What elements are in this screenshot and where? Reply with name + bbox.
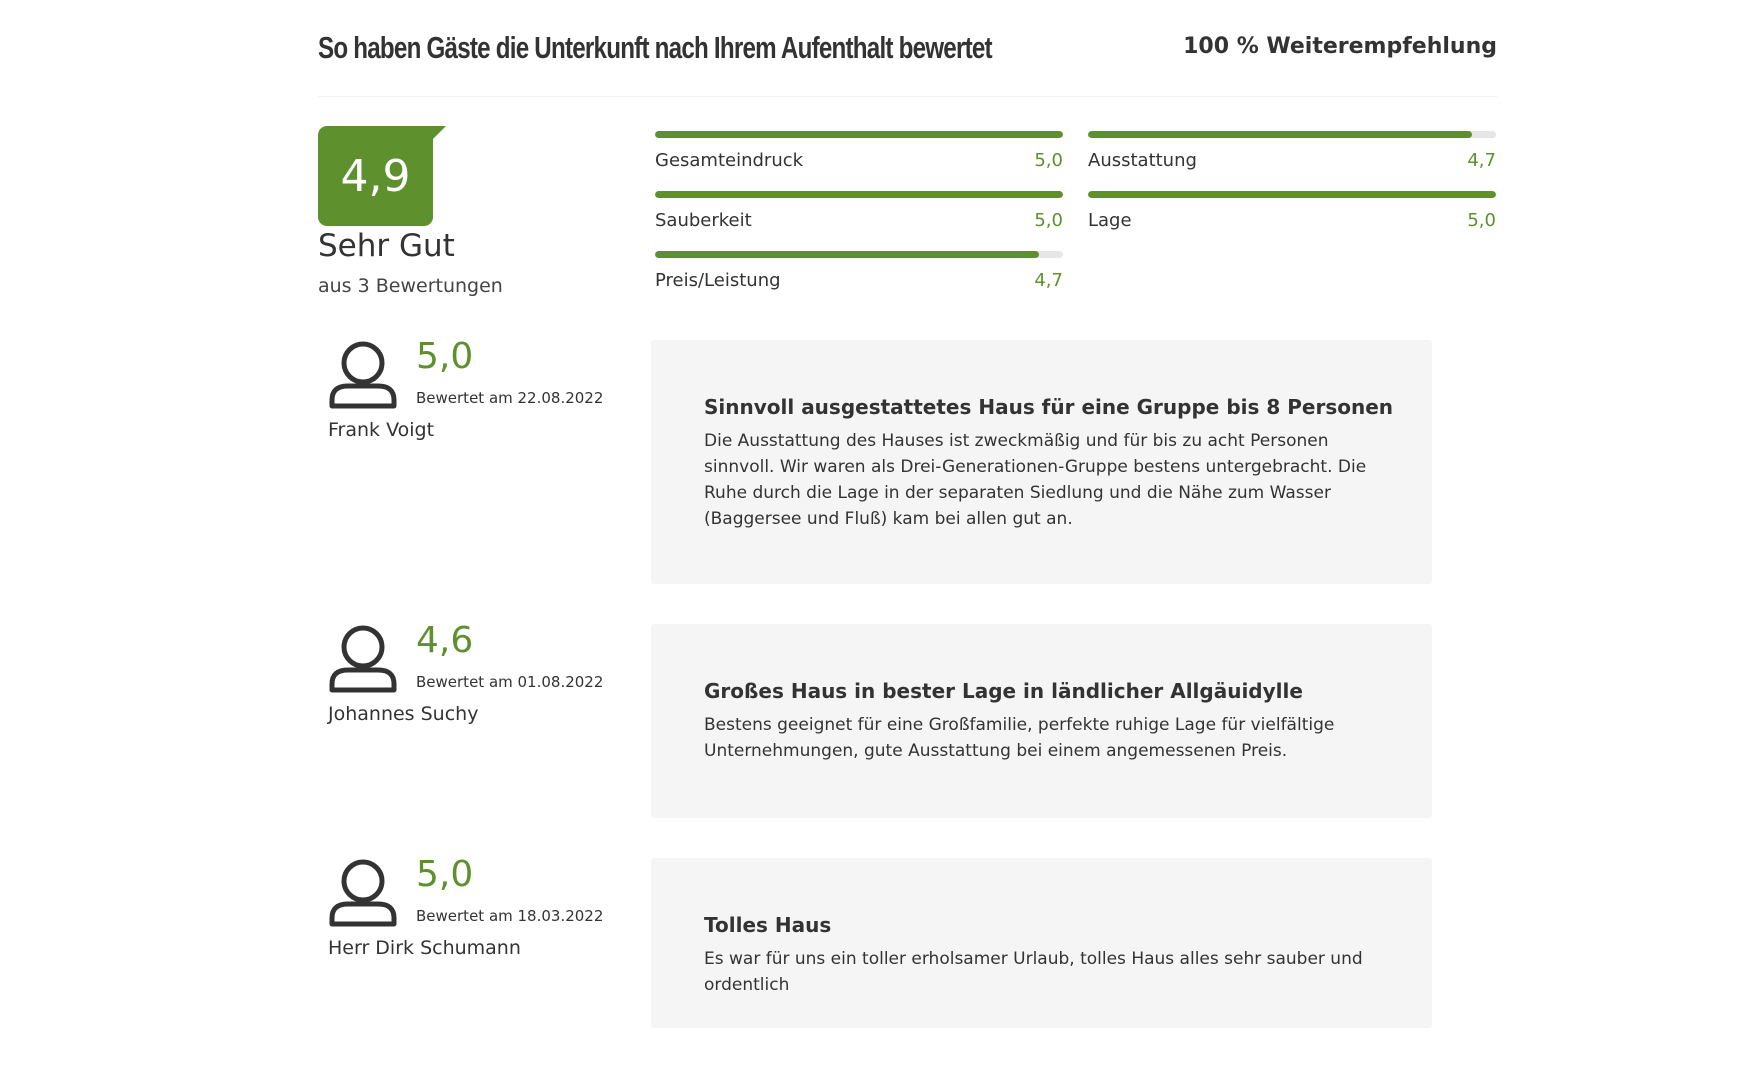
recommendation-rate: 100 % Weiterempfehlung [1183,34,1497,59]
review-text: Bestens geeignet für eine Großfamilie, p… [704,715,1335,761]
category-bar-fill [655,251,1039,258]
review-author-block: 5,0 Bewertet am 22.08.2022 Frank Voigt [328,336,628,460]
review-date: Bewertet am 01.08.2022 [416,673,604,691]
category-name: Sauberkeit [655,210,752,231]
user-icon [329,341,397,409]
category-bar-track [655,251,1063,258]
overall-score-badge: 4,9 [318,126,433,226]
overall-score: 4,9 [340,150,411,202]
review-count: aus 3 Bewertungen [318,275,503,297]
review-score: 5,0 [416,336,474,377]
category-value: 5,0 [1034,210,1063,231]
user-icon [329,859,397,927]
category-bar-track [1088,191,1496,198]
review-date: Bewertet am 22.08.2022 [416,389,604,407]
category-ausstattung: Ausstattung 4,7 [1088,131,1496,179]
category-value: 5,0 [1034,150,1063,171]
review-author-name: Herr Dirk Schumann [328,937,521,959]
page-title: So haben Gäste die Unterkunft nach Ihrem… [318,30,993,65]
review-title: Großes Haus in bester Lage in ländlicher… [704,679,1303,703]
user-icon [329,625,397,693]
category-bar-fill [1088,191,1496,198]
review-text: Es war für uns ein toller erholsamer Url… [704,949,1363,995]
category-value: 4,7 [1467,150,1496,171]
category-name: Ausstattung [1088,150,1197,171]
review-author-name: Frank Voigt [328,419,435,441]
category-value: 4,7 [1034,270,1063,291]
category-name: Lage [1088,210,1132,231]
overall-rating-label: Sehr Gut [318,228,455,264]
review-date: Bewertet am 18.03.2022 [416,907,604,925]
review-author-block: 4,6 Bewertet am 01.08.2022 Johannes Such… [328,620,628,744]
category-bar-fill [655,191,1063,198]
review-card: Großes Haus in bester Lage in ländlicher… [651,624,1432,818]
review-author-name: Johannes Suchy [328,703,479,725]
category-lage: Lage 5,0 [1088,191,1496,239]
review-title: Tolles Haus [704,913,832,937]
review-card: Sinnvoll ausgestattetes Haus für eine Gr… [651,340,1432,584]
review-title: Sinnvoll ausgestattetes Haus für eine Gr… [704,395,1394,419]
review-score: 5,0 [416,854,474,895]
category-bar-track [655,131,1063,138]
category-preis-leistung: Preis/Leistung 4,7 [655,251,1063,299]
category-value: 5,0 [1467,210,1496,231]
category-bar-fill [655,131,1063,138]
review-author-block: 5,0 Bewertet am 18.03.2022 Herr Dirk Sch… [328,854,628,978]
category-name: Preis/Leistung [655,270,781,291]
review-score: 4,6 [416,620,474,661]
header-divider [318,96,1497,97]
category-gesamteindruck: Gesamteindruck 5,0 [655,131,1063,179]
category-name: Gesamteindruck [655,150,804,171]
category-bar-track [1088,131,1496,138]
category-bar-fill [1088,131,1472,138]
review-card: Tolles Haus Es war für uns ein toller er… [651,858,1432,1028]
category-bar-track [655,191,1063,198]
review-text: Die Ausstattung des Hauses ist zweckmäßi… [704,431,1367,529]
badge-corner [420,126,446,152]
category-sauberkeit: Sauberkeit 5,0 [655,191,1063,239]
